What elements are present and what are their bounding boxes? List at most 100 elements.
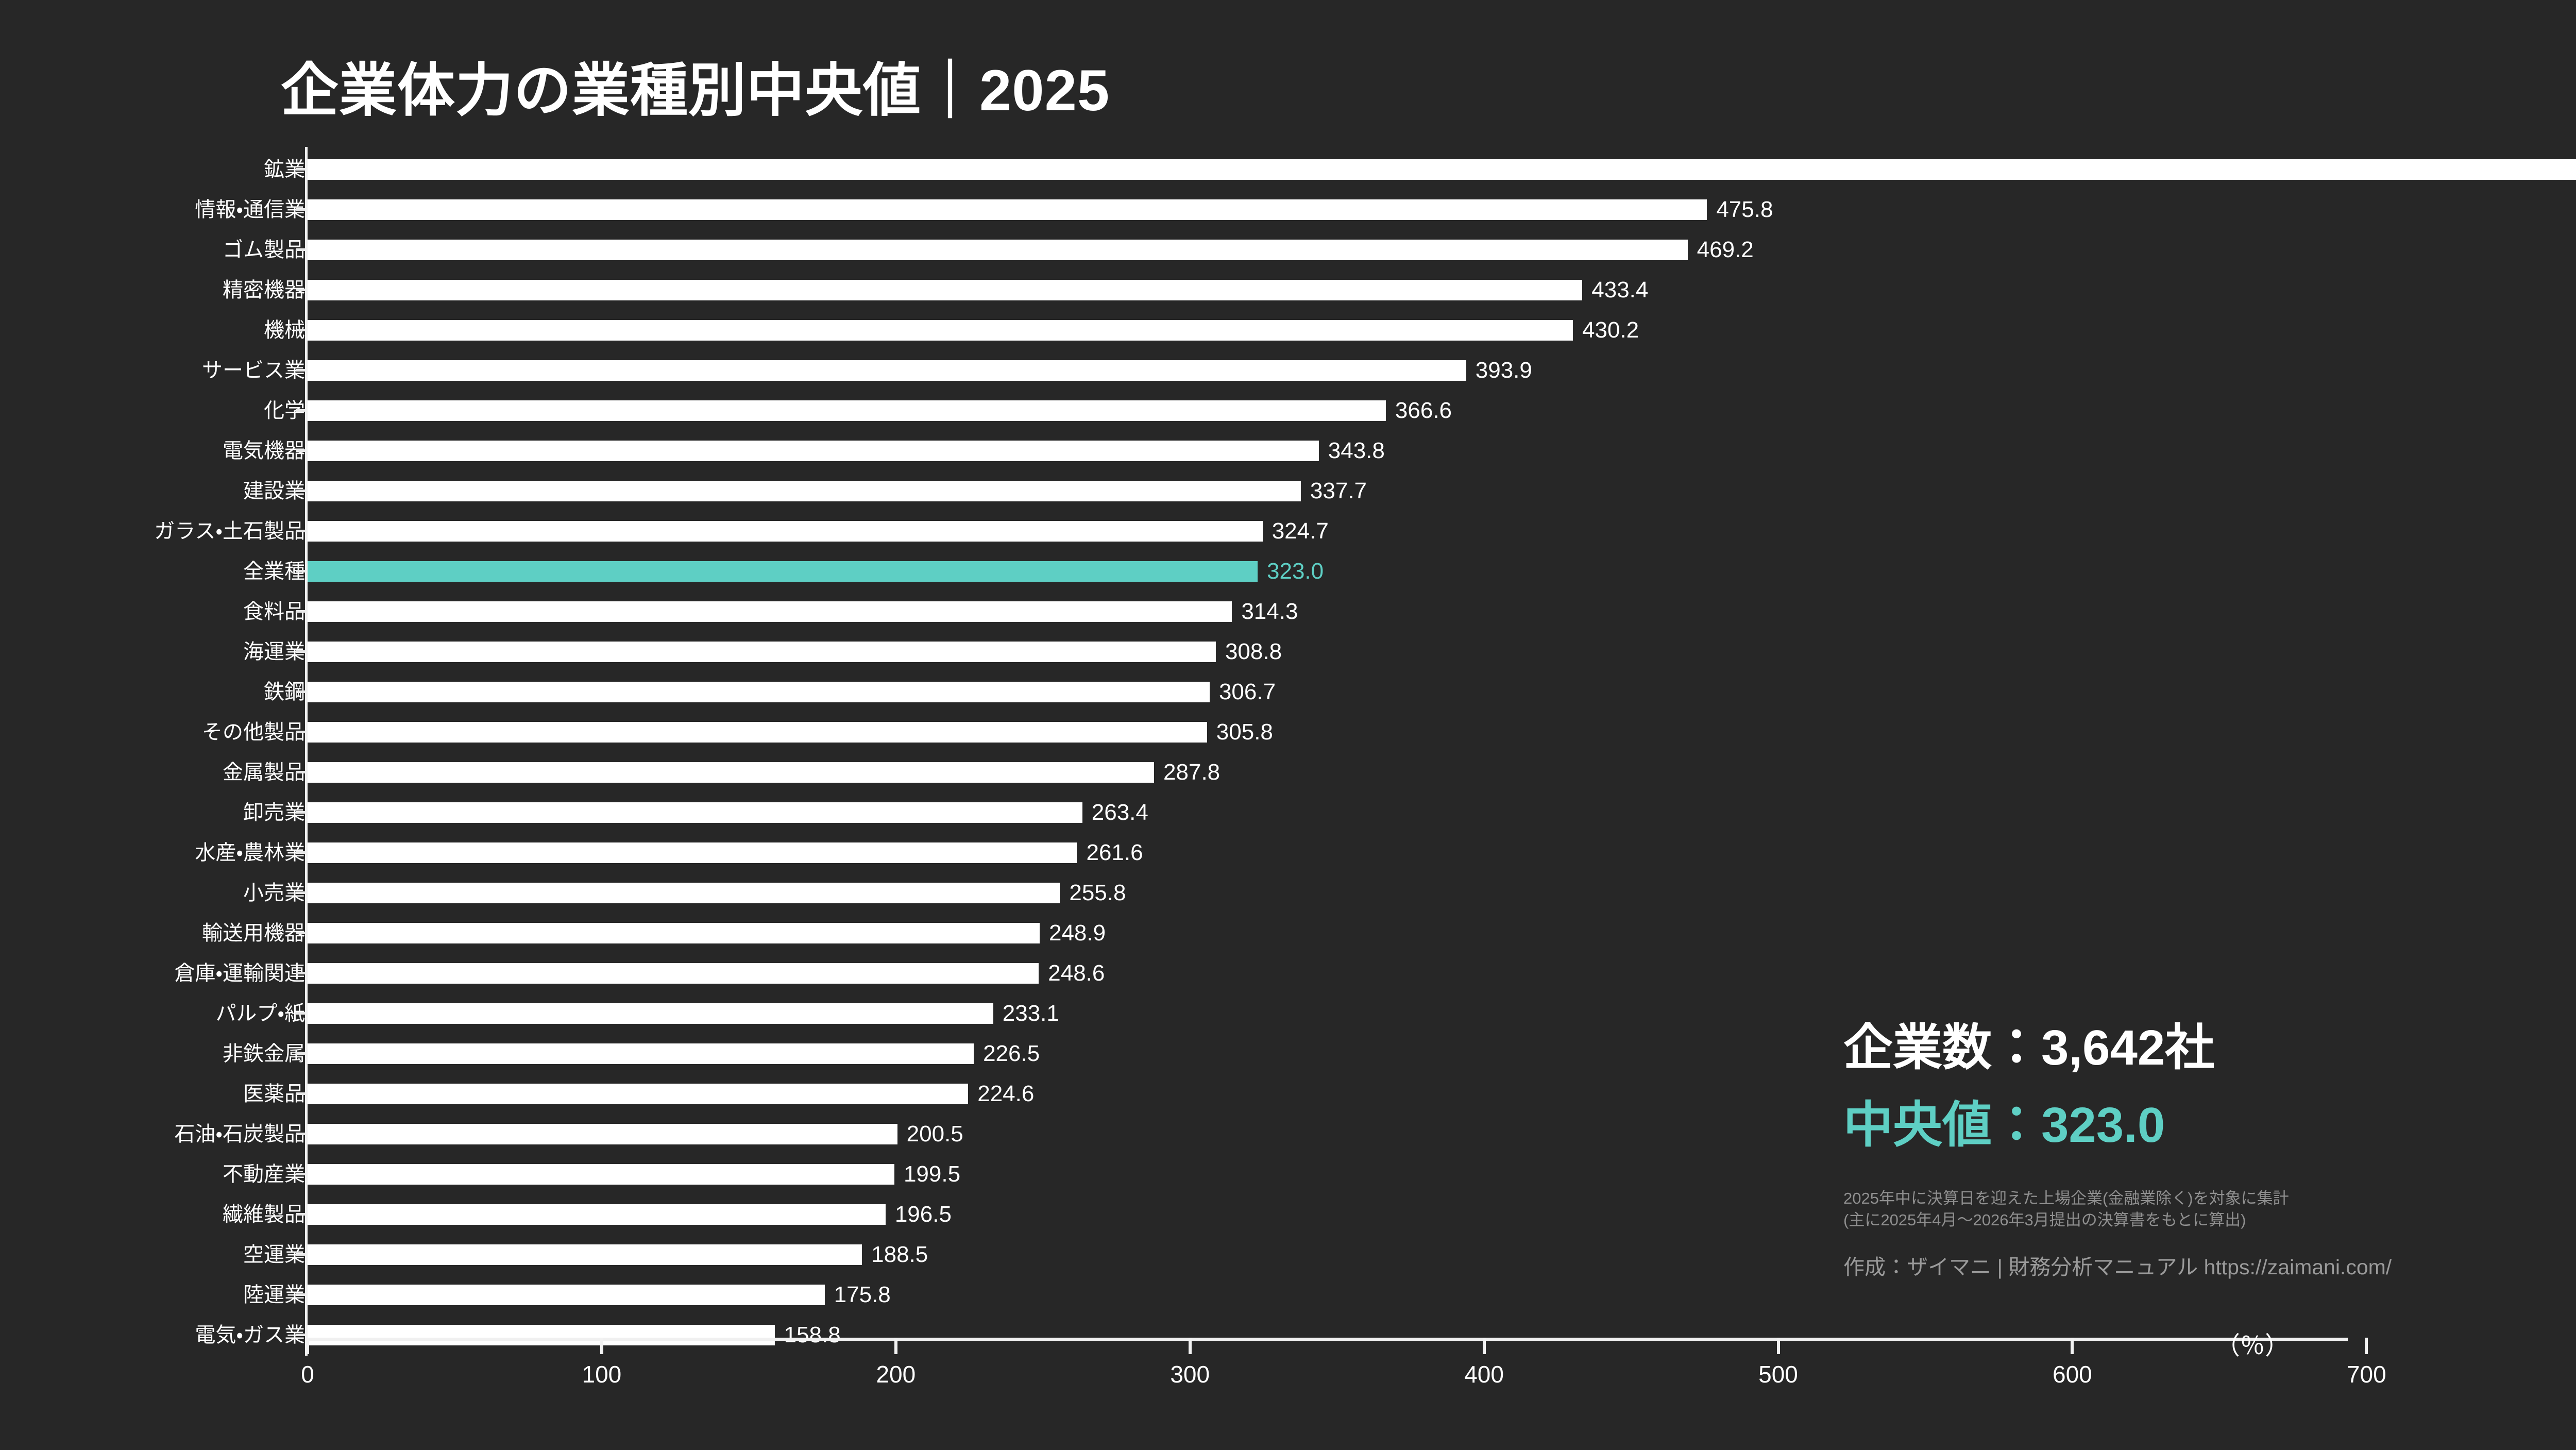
bar-row: 卸売業 263.4 <box>0 798 2576 827</box>
y-axis-tick <box>296 409 308 412</box>
bar <box>308 1003 993 1024</box>
category-label: 非鉄金属 <box>223 1042 305 1065</box>
x-axis-tick <box>2071 1338 2074 1354</box>
category-label: 石油・石炭製品 <box>174 1123 305 1145</box>
bar-value-label: 226.5 <box>983 1041 1040 1066</box>
bar-value-label: 175.8 <box>834 1282 891 1307</box>
bar <box>308 1164 894 1185</box>
bar-chart-plot-area: 鉱業797.2 情報・通信業 475.8 ゴム製品 469.2 精密機器 433.4 機械 43… <box>0 147 2576 1356</box>
x-axis-tick <box>1188 1338 1192 1354</box>
y-axis-tick <box>296 490 308 492</box>
y-axis-tick <box>296 690 308 693</box>
category-label: 電気機器 <box>223 440 305 462</box>
bar-value-label: 287.8 <box>1163 760 1221 785</box>
page-title: 企業体力の業種別中央値｜2025 <box>281 58 1110 123</box>
bar <box>308 1084 969 1104</box>
y-axis-tick <box>296 731 308 733</box>
bar <box>308 240 1688 260</box>
category-label: 空運業 <box>243 1243 305 1266</box>
y-axis-tick <box>296 329 308 331</box>
bar-row: ガラス・土石製品 324.7 <box>0 517 2576 546</box>
bar-row: 鉄鋼 306.7 <box>0 678 2576 706</box>
bar-value-label: 314.3 <box>1241 599 1298 624</box>
bar-value-label: 248.6 <box>1048 960 1105 986</box>
bar <box>308 521 1263 542</box>
y-axis-tick <box>296 1213 308 1216</box>
bar <box>308 1124 897 1144</box>
y-axis-tick <box>296 570 308 572</box>
y-axis-tick <box>296 1293 308 1296</box>
bar-row: 金属製品 287.8 <box>0 758 2576 787</box>
bar <box>308 320 1573 341</box>
y-axis-tick <box>296 289 308 291</box>
y-axis-tick <box>296 1133 308 1135</box>
x-axis-tick <box>306 1338 309 1354</box>
bar-value-label: 199.5 <box>903 1161 961 1187</box>
bar-row: 小売業 255.8 <box>0 879 2576 907</box>
bar-value-label: 393.9 <box>1475 358 1532 383</box>
y-axis-tick <box>296 248 308 251</box>
category-label: 鉱業 <box>264 158 305 181</box>
category-label: 機械 <box>264 319 305 342</box>
bar <box>308 682 1210 702</box>
category-label: 化学 <box>264 399 305 422</box>
bar <box>308 722 1207 743</box>
y-axis-tick <box>296 811 308 814</box>
bar-row: 繊維製品 196.5 <box>0 1200 2576 1229</box>
bar <box>308 642 1216 662</box>
x-axis-tick-label: 500 <box>1758 1361 1798 1388</box>
category-label: 情報・通信業 <box>195 198 305 221</box>
category-label: パルプ・紙 <box>215 1002 305 1025</box>
x-axis-tick <box>1482 1338 1486 1354</box>
bar <box>308 963 1039 984</box>
bar-row: 水産・農林業 261.6 <box>0 838 2576 867</box>
y-axis-tick <box>296 449 308 452</box>
x-axis-tick-label: 200 <box>876 1361 916 1388</box>
bar-value-label: 263.4 <box>1091 800 1148 825</box>
x-axis-tick <box>2365 1338 2368 1354</box>
y-axis-tick <box>296 891 308 894</box>
stat-median-value: 中央値：323.0 <box>1843 1098 2165 1153</box>
bar-value-label: 343.8 <box>1328 438 1385 463</box>
category-label: 精密機器 <box>223 279 305 301</box>
bar-row: その他製品 305.8 <box>0 718 2576 747</box>
y-axis-tick <box>296 530 308 532</box>
category-label: ガラス・土石製品 <box>154 520 305 543</box>
category-label: 繊維製品 <box>223 1203 305 1226</box>
y-axis-tick <box>296 932 308 934</box>
bar-value-label: 305.8 <box>1216 719 1273 745</box>
bar-value-label: 324.7 <box>1272 518 1329 544</box>
bar <box>308 601 1232 622</box>
y-axis-line <box>305 147 308 1356</box>
bar <box>308 280 1583 300</box>
bar-row: 石油・石炭製品 200.5 <box>0 1120 2576 1149</box>
y-axis-tick <box>296 851 308 854</box>
category-label: 金属製品 <box>223 761 305 784</box>
bar <box>308 1285 825 1305</box>
bar-value-label: 158.8 <box>784 1322 841 1347</box>
bar-row: 海運業 308.8 <box>0 637 2576 666</box>
bar-value-label: 261.6 <box>1086 840 1143 865</box>
y-axis-tick <box>296 1253 308 1256</box>
bar-value-label: 255.8 <box>1069 880 1126 905</box>
x-axis-unit-label: （％） <box>2215 1333 2290 1360</box>
bar-row: 情報・通信業 475.8 <box>0 195 2576 224</box>
bar <box>308 1043 974 1064</box>
x-axis-tick <box>600 1338 603 1354</box>
bar-value-label: 308.8 <box>1225 639 1282 664</box>
x-axis-tick-label: 400 <box>1464 1361 1504 1388</box>
bar-row: 医薬品 224.6 <box>0 1080 2576 1108</box>
y-axis-tick <box>296 610 308 613</box>
bar <box>308 441 1319 461</box>
bar-value-label: 475.8 <box>1716 197 1773 222</box>
y-axis-tick <box>296 771 308 773</box>
bar <box>308 923 1040 943</box>
bar <box>308 762 1155 783</box>
x-axis-tick <box>894 1338 897 1354</box>
footnote-line-1: 2025年中に決算日を迎えた上場企業(金融業除く)を対象に集計 <box>1843 1189 2289 1207</box>
bar-row: 非鉄金属 226.5 <box>0 1039 2576 1068</box>
bar-value-label: 337.7 <box>1310 478 1367 503</box>
bar-row: 電気・ガス業 158.8 <box>0 1321 2576 1350</box>
bar-row: 不動産業 199.5 <box>0 1160 2576 1189</box>
bar-value-label: 248.9 <box>1048 920 1106 946</box>
